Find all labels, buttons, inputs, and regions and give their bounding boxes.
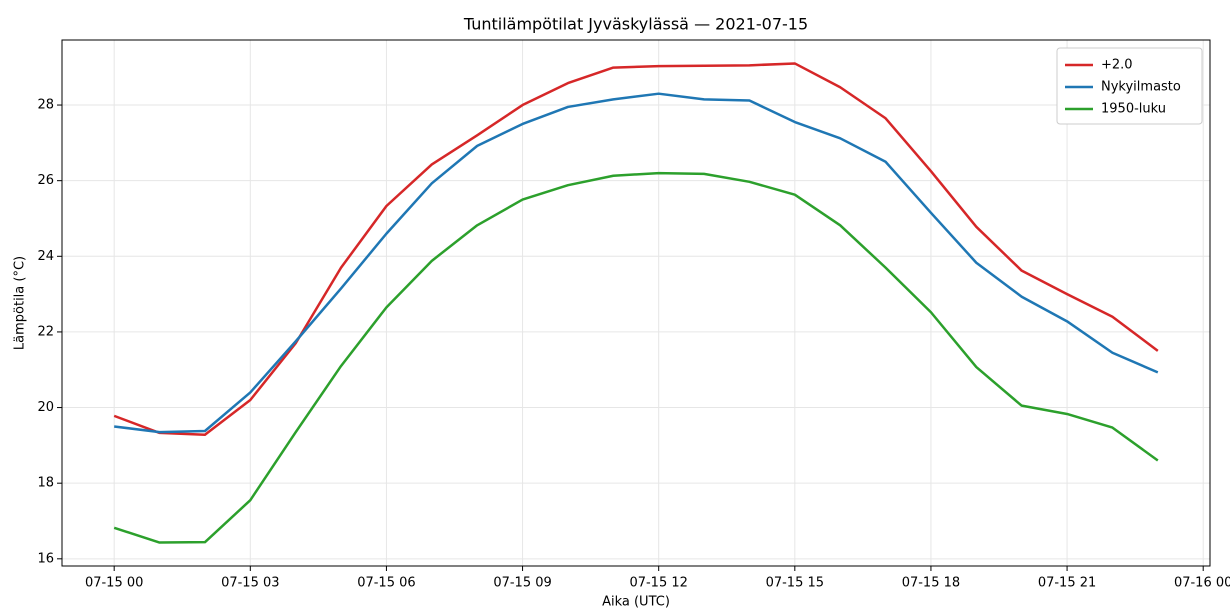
line-series [113,62,1159,437]
x-tick-label: 07-15 06 [357,576,415,591]
legend-label: Nykyilmasto [1101,80,1181,95]
chart-title: Tuntilämpötilat Jyväskylässä — 2021-07-1… [463,15,808,34]
plot-frame [61,39,1211,567]
line-series [113,171,1159,544]
y-tick-label: 26 [37,173,54,188]
y-tick-label: 20 [37,400,54,415]
x-tick-label: 07-15 00 [85,576,143,591]
legend-box [1056,47,1203,125]
x-tick-label: 07-15 03 [221,576,279,591]
x-tick-label: 07-15 12 [629,576,687,591]
x-tick-label: 07-16 00 [1174,576,1230,591]
x-tick-label: 07-15 15 [766,576,824,591]
y-axis-label: Lämpötila (°C) [13,256,28,350]
y-tick-label: 28 [37,98,54,113]
x-axis-label: Aika (UTC) [602,595,670,610]
y-tick-label: 22 [37,324,54,339]
line-series [114,92,1159,434]
x-tick-label: 07-15 21 [1038,576,1096,591]
y-tick-label: 16 [37,551,54,566]
x-tick-label: 07-15 18 [902,576,960,591]
legend-label: +2.0 [1101,58,1133,73]
y-tick-label: 18 [37,476,54,491]
x-tick-label: 07-15 09 [493,576,551,591]
y-tick-label: 24 [37,249,54,264]
legend-label: 1950-luku [1101,102,1166,117]
